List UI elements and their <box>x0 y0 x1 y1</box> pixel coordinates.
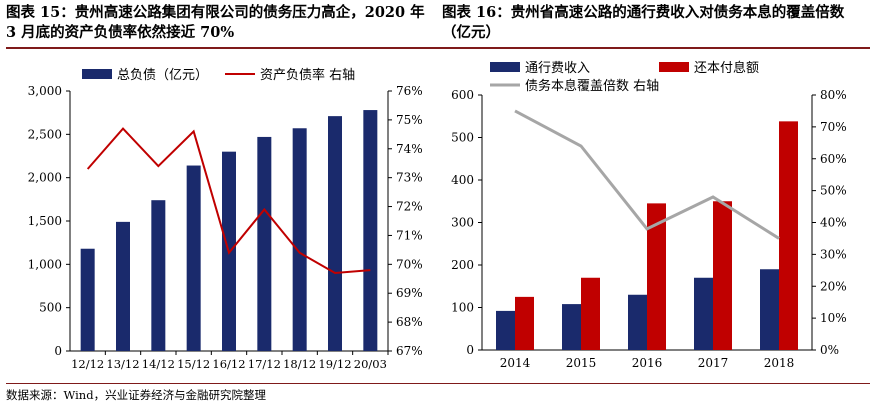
left-tick-label: 100 <box>451 301 474 315</box>
left-tick-label: 500 <box>451 131 474 145</box>
bar-debt-service <box>779 121 798 350</box>
left-tick-label: 400 <box>451 173 474 187</box>
x-category-label: 19/12 <box>318 357 351 371</box>
right-tick-label: 60% <box>820 152 847 166</box>
legend-label-coverage-ratio: 债务本息覆盖倍数 右轴 <box>525 78 659 94</box>
bar-toll-revenue <box>496 310 515 350</box>
left-tick-label: 0 <box>54 344 62 358</box>
legend-label-toll-revenue: 通行费收入 <box>525 61 590 76</box>
legend-label-debt-ratio: 资产负债率 右轴 <box>260 67 355 83</box>
right-tick-label: 30% <box>820 247 847 261</box>
right-tick-label: 0% <box>820 343 839 357</box>
right-tick-label: 69% <box>396 286 423 300</box>
left-tick-label: 2,500 <box>28 127 62 141</box>
left-tick-label: 500 <box>39 301 62 315</box>
right-tick-label: 20% <box>820 279 847 293</box>
x-category-label: 14/12 <box>142 357 175 371</box>
left-tick-label: 1,000 <box>28 257 62 271</box>
right-tick-label: 68% <box>396 315 423 329</box>
left-tick-label: 300 <box>451 216 474 230</box>
x-category-label: 2017 <box>698 356 729 370</box>
x-category-label: 2015 <box>566 356 597 370</box>
legend-swatch-total-debt <box>82 69 112 79</box>
x-category-label: 2016 <box>632 356 663 370</box>
left-tick-label: 0 <box>466 343 474 357</box>
right-tick-label: 70% <box>820 120 847 134</box>
source-note: 数据来源：Wind，兴业证券经济与金融研究院整理 <box>6 388 267 402</box>
right-tick-label: 74% <box>396 142 423 156</box>
legend-swatch-toll-revenue <box>490 62 520 72</box>
x-category-label: 20/03 <box>354 357 387 371</box>
bar-debt-service <box>515 296 534 350</box>
right-tick-label: 10% <box>820 311 847 325</box>
left-tick-label: 1,500 <box>28 214 62 228</box>
legend-swatch-debt-service <box>659 62 689 72</box>
top-divider <box>6 47 870 49</box>
right-tick-label: 75% <box>396 113 423 127</box>
bar-debt-service <box>647 203 666 350</box>
legend-label-total-debt: 总负债（亿元） <box>117 68 208 83</box>
left-tick-label: 3,000 <box>28 84 62 98</box>
toll-coverage-chart: 0 100 200 300 400 500 600 0% 10% 20% 30% 40% 50% 60% 7… <box>451 60 847 370</box>
x-category-label: 13/12 <box>106 357 139 371</box>
x-category-label: 12/12 <box>71 357 104 371</box>
bar-toll-revenue <box>760 269 779 350</box>
debt-ratio-chart: 0 500 1,000 1,500 2,000 2,500 3,000 67% 68% 69% 70… <box>28 67 423 371</box>
right-tick-label: 76% <box>396 84 423 98</box>
right-tick-label: 70% <box>396 257 423 271</box>
bar-total-debt <box>151 200 166 351</box>
right-tick-label: 67% <box>396 344 423 358</box>
right-tick-label: 40% <box>820 216 847 230</box>
bar-total-debt <box>116 221 130 351</box>
bottom-divider <box>6 383 870 384</box>
chart-16-title: 图表 16：贵州省高速公路的通行费收入对债务本息的覆盖倍数（亿元） <box>442 4 845 41</box>
bar-total-debt <box>80 248 95 351</box>
bar-total-debt <box>363 110 378 351</box>
chart-15-title: 图表 15：贵州高速公路集团有限公司的债务压力高企，2020 年 3 月底的资产… <box>6 4 425 41</box>
x-category-label: 15/12 <box>177 357 210 371</box>
bar-total-debt <box>292 128 307 351</box>
left-tick-label: 200 <box>451 258 474 272</box>
line-coverage-ratio <box>514 109 780 240</box>
right-tick-label: 72% <box>396 200 423 214</box>
line-debt-ratio <box>86 127 371 275</box>
bar-debt-service <box>581 277 600 350</box>
right-tick-label: 71% <box>396 228 423 242</box>
left-tick-label: 2,000 <box>28 171 62 185</box>
left-tick-label: 600 <box>451 88 474 102</box>
x-category-label: 16/12 <box>212 357 245 371</box>
bar-total-debt <box>257 136 272 351</box>
right-tick-label: 50% <box>820 184 847 198</box>
bar-toll-revenue <box>694 277 713 350</box>
legend-label-debt-service: 还本付息额 <box>694 60 759 76</box>
right-tick-label: 73% <box>396 171 423 185</box>
bar-total-debt <box>328 116 342 351</box>
x-category-label: 18/12 <box>283 357 316 371</box>
bar-debt-service <box>713 201 732 350</box>
bar-toll-revenue <box>562 304 581 350</box>
x-category-label: 2018 <box>764 356 795 370</box>
x-category-label: 17/12 <box>248 357 281 371</box>
bar-total-debt <box>186 165 201 351</box>
bar-toll-revenue <box>628 294 647 350</box>
right-tick-label: 80% <box>820 88 847 102</box>
x-category-label: 2014 <box>500 356 531 370</box>
